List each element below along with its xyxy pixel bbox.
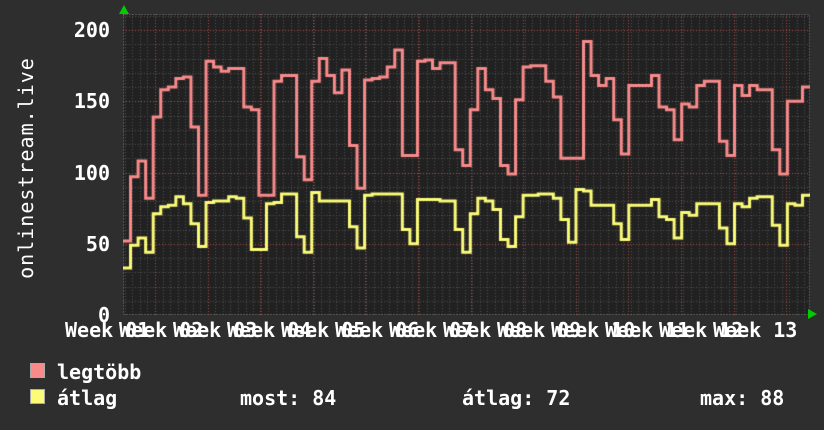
chart-canvas — [123, 14, 810, 315]
legend-swatch-atlag — [30, 389, 45, 404]
legend-label-atlag: átlag — [57, 386, 118, 410]
y-axis-arrow-icon — [119, 5, 129, 14]
y-tick-label: 100 — [73, 160, 110, 185]
y-tick-label: 50 — [85, 231, 110, 256]
stat-max: max: 88 — [700, 386, 785, 410]
y-tick-label: 200 — [73, 18, 110, 42]
x-tick-label: Week 07 — [389, 318, 474, 342]
x-tick-label: Week 12 — [659, 318, 744, 342]
y-tick-label: 0 — [97, 303, 110, 327]
x-axis-arrow-icon — [808, 309, 817, 319]
x-tick-label: Week 06 — [335, 318, 420, 342]
vertical-axis-title: onlinestream.live — [14, 57, 38, 279]
stat-most: most: 84 — [240, 386, 337, 410]
x-tick-label: Week 10 — [551, 318, 636, 342]
stat-atlag: átlag: 72 — [462, 386, 571, 410]
y-tick-label: 150 — [73, 89, 110, 114]
x-tick-label: Week 01 — [65, 318, 150, 342]
legend-label-legtobb: legtöbb — [57, 360, 142, 384]
x-tick-label: Week 03 — [173, 318, 258, 342]
x-tick-label: Week 11 — [605, 318, 690, 342]
x-tick-label: Week 08 — [443, 318, 528, 342]
x-tick-label: Week 09 — [497, 318, 582, 342]
legend-swatch-legtobb — [30, 363, 45, 378]
x-tick-label: Week 02 — [119, 318, 204, 342]
x-tick-label: Week 13 — [713, 318, 798, 342]
x-tick-label: Week 04 — [227, 318, 312, 342]
x-tick-label: Week 05 — [281, 318, 366, 342]
